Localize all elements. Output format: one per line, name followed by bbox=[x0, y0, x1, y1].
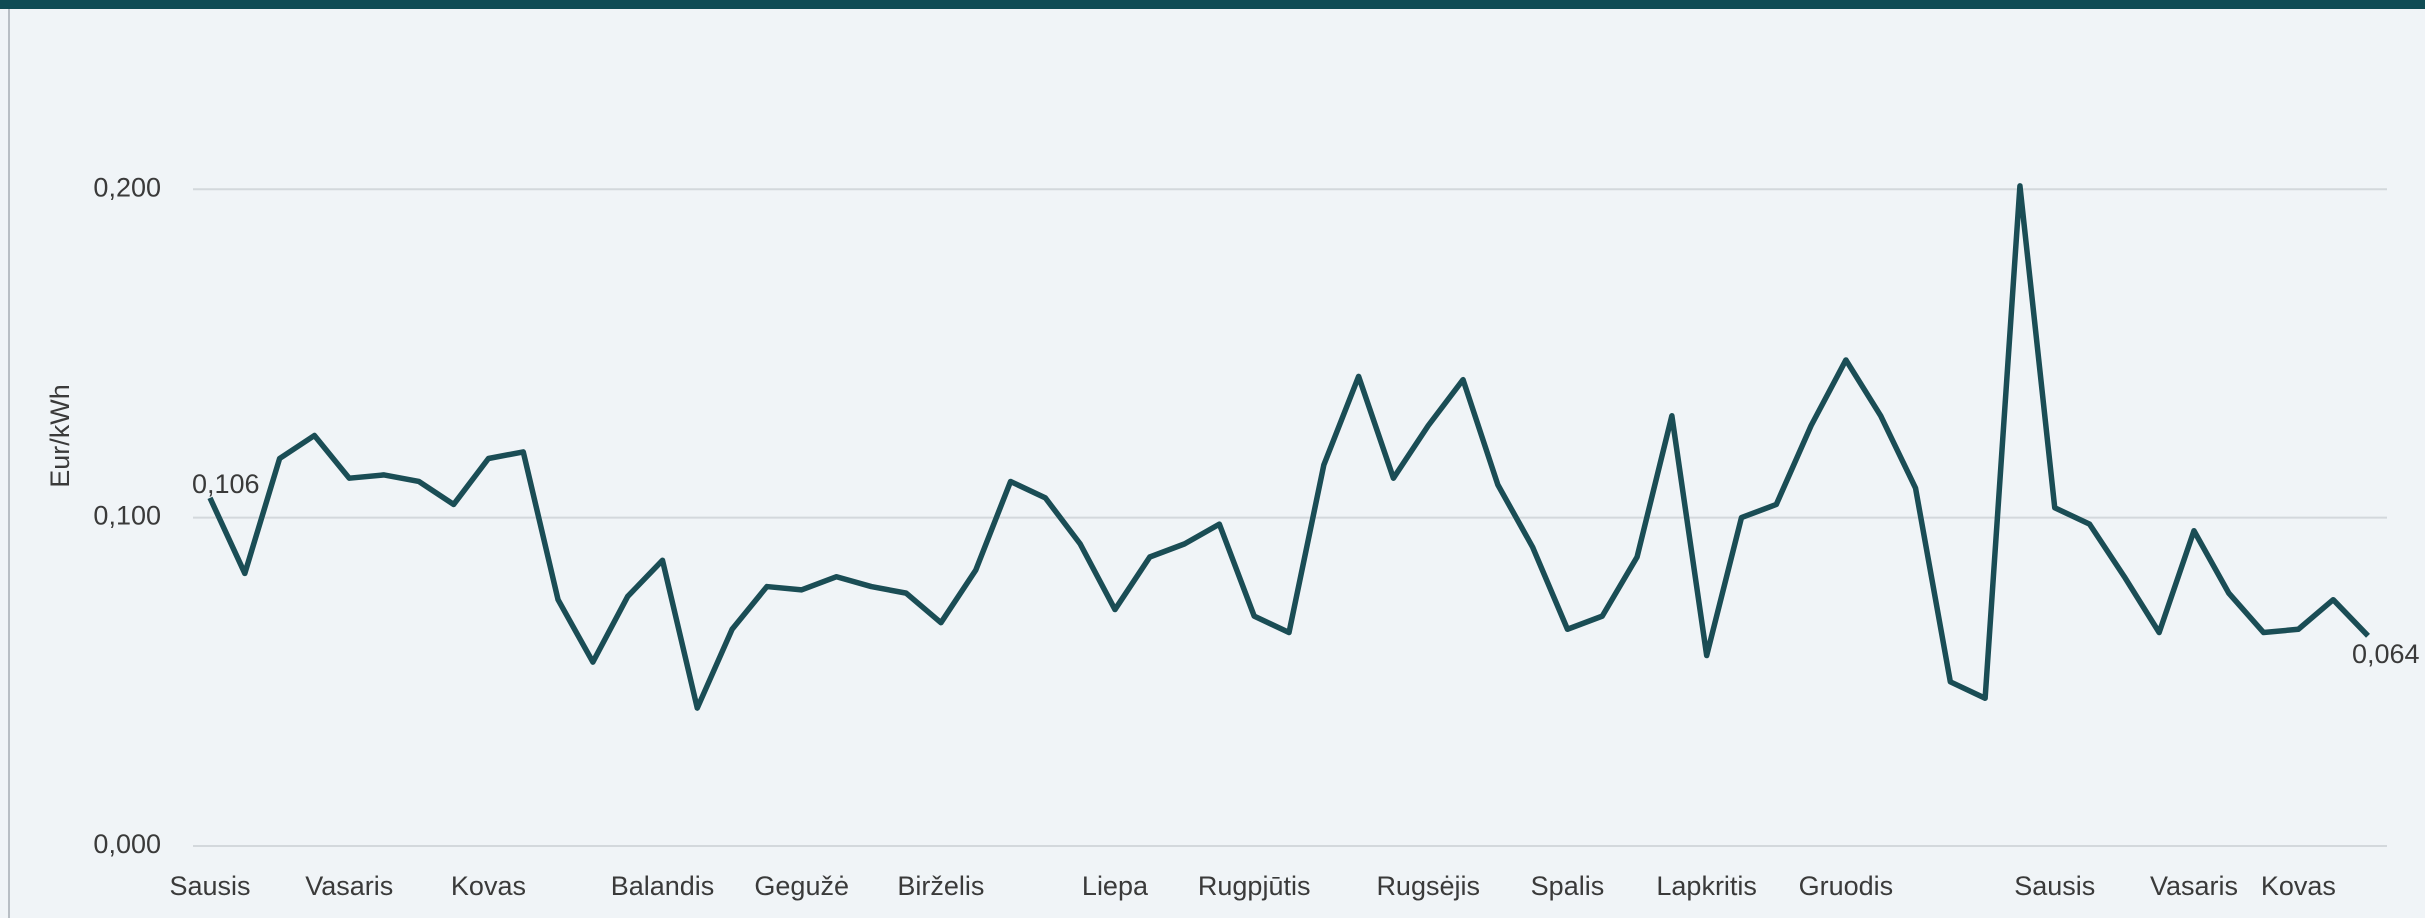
x-tick-label: Rugsėjis bbox=[1376, 871, 1480, 901]
x-tick-label: Kovas bbox=[2261, 871, 2336, 901]
data-line bbox=[207, 183, 2370, 711]
x-tick-label: Balandis bbox=[611, 871, 715, 901]
x-tick-label: Sausis bbox=[169, 871, 250, 901]
x-tick-label: Vasaris bbox=[305, 871, 393, 901]
x-tick-label: Gruodis bbox=[1799, 871, 1894, 901]
x-tick-label: Vasaris bbox=[2150, 871, 2238, 901]
y-tick-label: 0,100 bbox=[93, 501, 161, 531]
x-tick-label: Liepa bbox=[1082, 871, 1149, 901]
x-tick-label: Gegužė bbox=[754, 871, 849, 901]
y-tick-label: 0,000 bbox=[93, 829, 161, 859]
x-tick-label: Birželis bbox=[897, 871, 984, 901]
top-bar bbox=[0, 0, 2425, 9]
y-tick-label: 0,200 bbox=[93, 172, 161, 202]
y-axis-label: Eur/kWh bbox=[45, 384, 75, 488]
x-tick-label: Sausis bbox=[2014, 871, 2095, 901]
x-tick-label: Kovas bbox=[451, 871, 526, 901]
x-tick-label: Rugpjūtis bbox=[1198, 871, 1311, 901]
data-label: 0,106 bbox=[192, 469, 260, 499]
x-tick-label: Spalis bbox=[1531, 871, 1605, 901]
data-label: 0,064 bbox=[2352, 639, 2420, 669]
x-tick-label: Lapkritis bbox=[1656, 871, 1757, 901]
